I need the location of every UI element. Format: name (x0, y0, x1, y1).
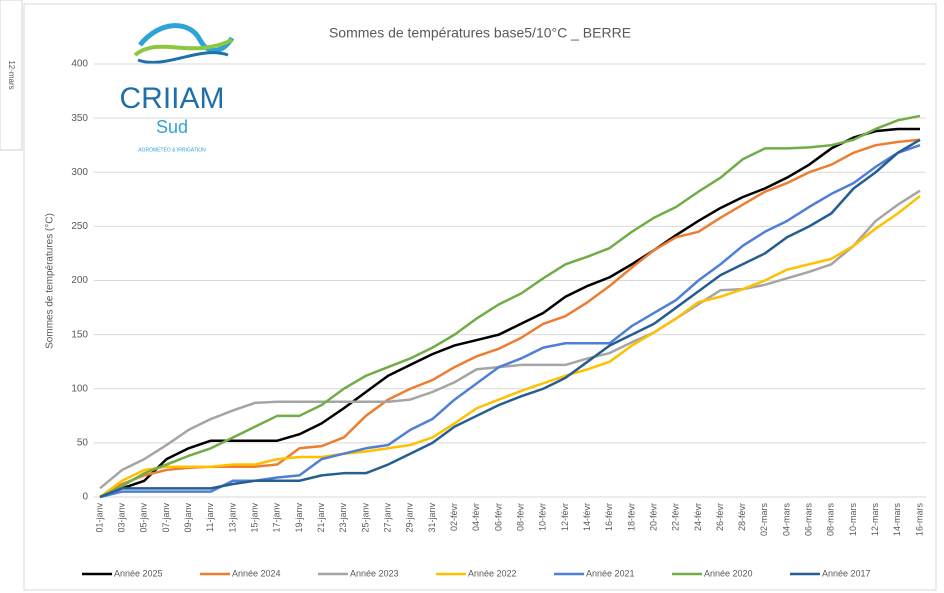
x-tick-label: 10-févr (538, 503, 548, 531)
series-line (99, 189, 921, 490)
x-tick-label: 31-janv (427, 503, 437, 533)
x-tick-label: 04-févr (471, 503, 481, 531)
logo-tagline: AGROMÉTÉO & IRRIGATION (138, 146, 206, 153)
x-tick-label: 26-févr (715, 503, 725, 531)
x-tick-label: 29-janv (405, 503, 415, 533)
legend-label: Année 2022 (468, 568, 517, 578)
x-tick-label: 11-janv (205, 503, 215, 532)
logo-wave (137, 51, 229, 64)
x-tick-label: 01-janv (94, 503, 104, 533)
x-tick-label: 14-mars (892, 503, 902, 537)
x-tick-label: 14-févr (582, 503, 592, 531)
x-tick-label: 02-févr (449, 503, 459, 531)
logo-name: CRIIAM (120, 82, 225, 115)
y-tick-label: 100 (71, 383, 88, 394)
series-line (99, 127, 920, 499)
y-tick-label: 250 (71, 221, 88, 232)
x-tick-label: 02-mars (759, 503, 769, 537)
logo-wave (133, 38, 233, 57)
y-axis-label: Sommes de températures (°C) (45, 213, 56, 349)
logo: CRIIAM Sud AGROMÉTÉO & IRRIGATION (120, 23, 235, 153)
side-label: 12-mars (7, 60, 16, 89)
side-panel (0, 0, 23, 151)
x-tick-label: 08-févr (515, 503, 525, 531)
series-line (99, 138, 921, 499)
x-tick-label: 19-janv (294, 503, 304, 533)
y-tick-label: 200 (71, 275, 88, 286)
x-tick-label: 12-févr (560, 503, 570, 531)
x-tick-label: 08-mars (826, 503, 836, 537)
x-tick-label: 27-janv (382, 503, 392, 533)
chart-title: Sommes de températures base5/10°C _ BERR… (329, 25, 631, 41)
logo-wave (138, 23, 235, 53)
x-tick-label: 17-janv (272, 503, 282, 533)
x-tick-label: 10-mars (848, 503, 858, 537)
x-tick-label: 15-janv (250, 503, 260, 533)
y-tick-label: 50 (77, 438, 89, 449)
x-tick-label: 16-mars (914, 503, 924, 537)
legend-label: Année 2017 (822, 568, 871, 578)
x-tick-label: 04-mars (781, 503, 791, 537)
x-tick-label: 23-janv (338, 503, 348, 533)
x-tick-label: 16-févr (604, 503, 614, 531)
legend-label: Année 2020 (704, 568, 753, 578)
series-line (99, 114, 921, 499)
legend: Année 2025 Année 2024 Année 2023 Année 2022… (82, 568, 871, 578)
x-tick-label: 03-janv (117, 503, 127, 533)
x-tick-label: 25-janv (360, 503, 370, 533)
series-line (99, 138, 921, 499)
legend-label: Année 2024 (232, 568, 281, 578)
x-tick-label: 28-févr (737, 503, 747, 531)
legend-label: Année 2025 (114, 568, 163, 578)
x-tick-label: 05-janv (139, 503, 149, 533)
x-tick-label: 12-mars (870, 503, 880, 537)
x-tick-label: 06-mars (804, 503, 814, 537)
series-line (99, 195, 921, 499)
x-tick-label: 24-févr (693, 503, 703, 531)
legend-label: Année 2021 (586, 568, 635, 578)
x-tick-label: 22-févr (671, 503, 681, 531)
x-tick-label: 20-févr (648, 503, 658, 531)
y-tick-label: 350 (71, 113, 88, 124)
x-tick-label: 09-janv (183, 503, 193, 533)
y-tick-label: 400 (71, 59, 88, 70)
logo-sub: Sud (156, 117, 188, 137)
x-tick-label: 13-janv (227, 503, 237, 533)
series-line (99, 144, 921, 499)
legend-label: Année 2023 (350, 568, 399, 578)
x-tick-label: 18-févr (626, 503, 636, 531)
x-tick-label: 06-févr (493, 503, 503, 531)
x-tick-label: 21-janv (316, 503, 326, 533)
x-tick-label: 07-janv (161, 503, 171, 533)
y-tick-label: 300 (71, 167, 88, 178)
y-tick-label: 0 (82, 492, 88, 503)
y-tick-label: 150 (71, 329, 88, 340)
